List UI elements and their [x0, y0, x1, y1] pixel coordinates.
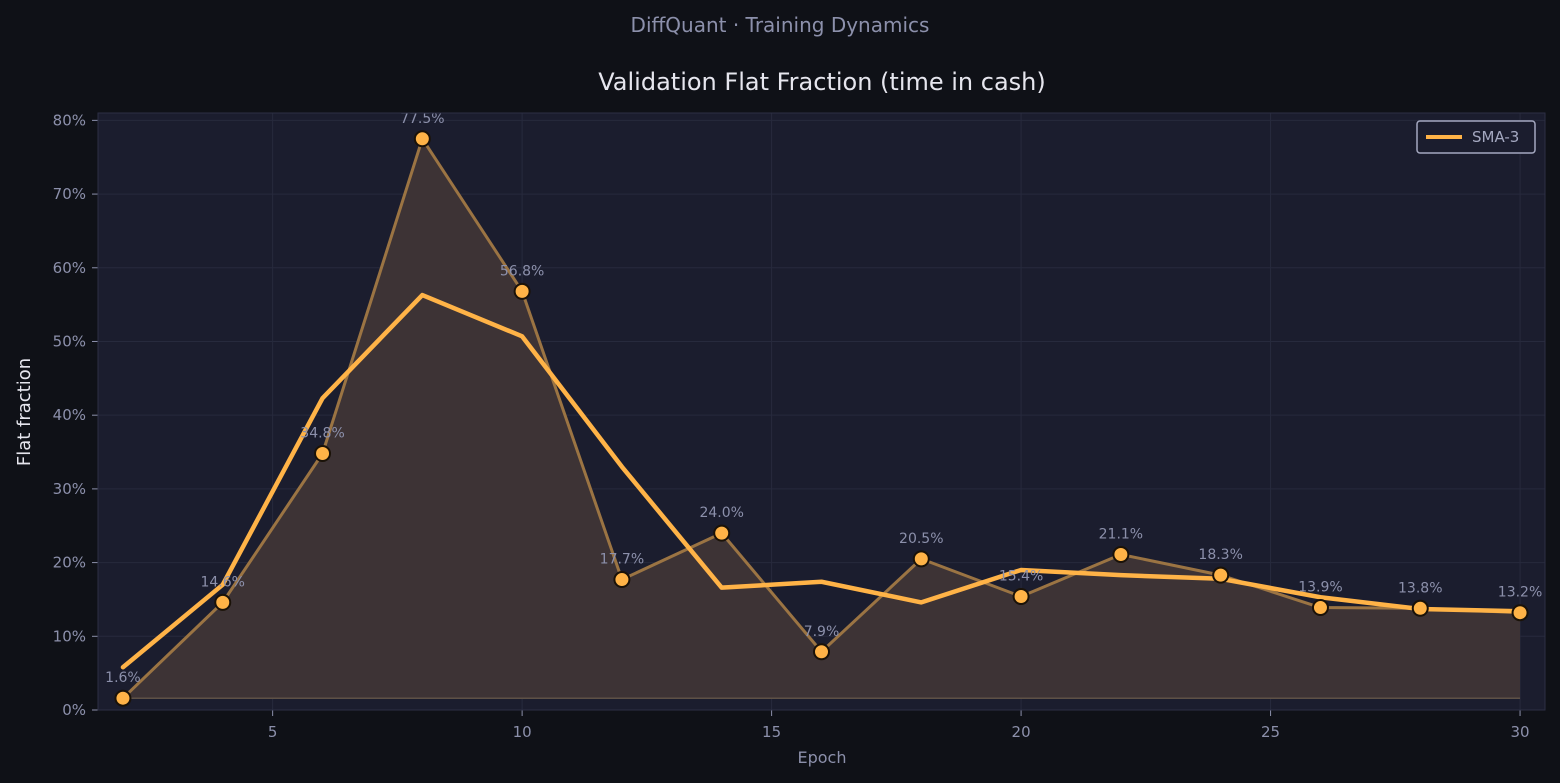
flat-fraction-area — [122, 138, 1521, 699]
data-label: 21.1% — [1099, 526, 1143, 542]
data-point — [613, 571, 631, 589]
x-tick-label: 10 — [513, 723, 532, 741]
suptitle: DiffQuant · Training Dynamics — [631, 13, 930, 37]
data-point — [1212, 566, 1230, 584]
x-tick-label: 30 — [1511, 723, 1530, 741]
data-labels: 1.6% 14.6% 34.8% 77.5% 56.8% 17.7% 24.0% 7.9% 20… — [105, 111, 1542, 686]
data-point — [713, 524, 731, 542]
markers — [114, 130, 1529, 707]
data-point — [1112, 545, 1130, 563]
y-tick-label: 30% — [53, 480, 86, 498]
y-tick-label: 80% — [53, 111, 86, 129]
x-tick-label: 20 — [1012, 723, 1031, 741]
data-label: 17.7% — [600, 552, 644, 568]
sma-3-line — [120, 292, 1523, 670]
data-point — [413, 130, 431, 148]
data-label: 18.3% — [1198, 547, 1242, 563]
y-tick-label: 60% — [53, 259, 86, 277]
legend: SMA-3 — [1416, 120, 1536, 154]
chart-title: Validation Flat Fraction (time in cash) — [598, 68, 1046, 96]
y-tick-label: 70% — [53, 185, 86, 203]
data-label: 77.5% — [400, 111, 444, 127]
x-tick-label: 15 — [762, 723, 781, 741]
y-tick-label: 10% — [53, 627, 86, 645]
legend-label-sma-3: SMA-3 — [1472, 128, 1519, 146]
x-tick-label: 5 — [268, 723, 278, 741]
y-tick-label: 40% — [53, 406, 86, 424]
data-point — [513, 282, 531, 300]
data-label: 34.8% — [300, 426, 344, 442]
plot-frame — [97, 112, 1546, 711]
y-axis-label: Flat fraction — [14, 358, 35, 466]
data-point — [114, 689, 132, 707]
data-point — [214, 593, 232, 611]
data-point — [1511, 604, 1529, 622]
data-label: 13.9% — [1298, 580, 1342, 596]
data-point — [912, 550, 930, 568]
data-label: 1.6% — [105, 670, 141, 686]
data-point — [1411, 599, 1429, 617]
data-label: 20.5% — [899, 531, 943, 547]
y-tick-label: 0% — [62, 701, 86, 719]
data-label: 24.0% — [699, 505, 743, 521]
x-axis-label: Epoch — [798, 748, 847, 767]
data-label: 13.2% — [1498, 585, 1542, 601]
data-label: 13.8% — [1398, 580, 1442, 596]
y-tick-label: 50% — [53, 332, 86, 350]
data-point — [314, 445, 332, 463]
data-point — [1311, 599, 1329, 617]
legend-box — [1416, 120, 1536, 154]
data-label: 15.4% — [999, 568, 1043, 584]
axes: 0% 10% 20% 30% 40% 50% 60% 70% 80% 5 10 15 20 25 30 — [53, 111, 1546, 741]
data-point — [813, 643, 830, 661]
data-point — [1012, 587, 1030, 605]
y-tick-label: 20% — [53, 554, 86, 572]
data-label: 7.9% — [804, 624, 840, 640]
x-tick-label: 25 — [1261, 723, 1280, 741]
data-label: 56.8% — [500, 263, 544, 279]
data-label: 14.6% — [200, 574, 244, 590]
